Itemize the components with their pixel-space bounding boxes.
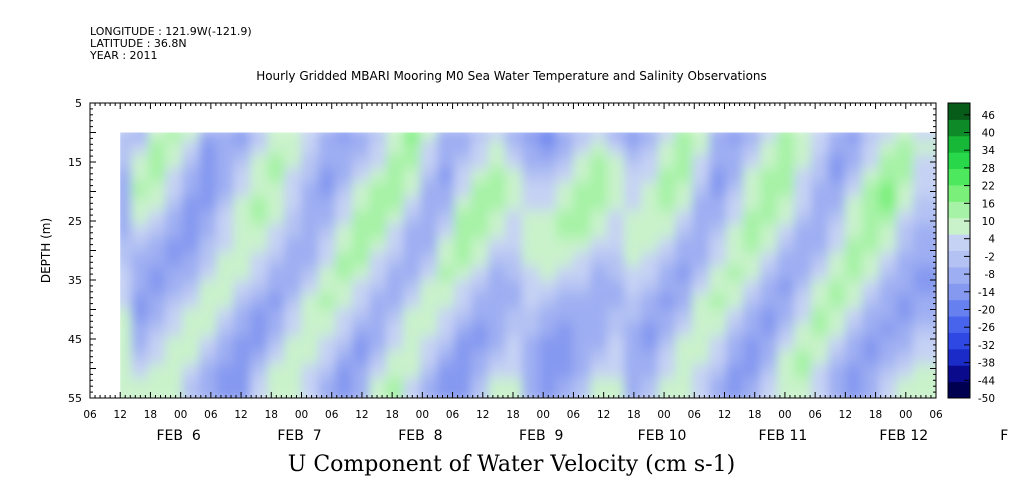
colorbar-swatch — [948, 201, 970, 219]
colorbar-swatch — [948, 250, 970, 268]
colorbar-swatch — [948, 348, 970, 366]
longitude-label: LONGITUDE : 121.9W(-121.9) — [90, 25, 252, 38]
heatmap-cells — [120, 132, 936, 398]
colorbar-swatch — [948, 266, 970, 284]
x-hour-tick-label: 12 — [839, 409, 852, 421]
y-tick-label: 25 — [68, 215, 82, 228]
x-hour-tick-label: 18 — [265, 409, 278, 421]
colorbar-swatch — [948, 365, 970, 383]
y-tick-label: 45 — [68, 333, 82, 346]
colorbar-tick-label: 28 — [982, 163, 995, 175]
x-hour-tick-label: 06 — [688, 409, 702, 421]
x-hour-tick-label: 00 — [174, 409, 187, 421]
colorbar-tick-label: 4 — [988, 234, 995, 246]
colorbar-swatch — [948, 332, 970, 350]
colorbar-swatch — [948, 316, 970, 333]
x-hour-tick-label: 06 — [204, 409, 218, 421]
colorbar-swatch — [948, 184, 970, 202]
chart-title: Hourly Gridded MBARI Mooring M0 Sea Wate… — [256, 69, 767, 83]
x-hour-tick-label: 18 — [869, 409, 882, 421]
y-tick-label: 35 — [68, 274, 82, 287]
x-date-label: FEB 12 — [879, 428, 928, 444]
colorbar-swatch — [948, 152, 970, 170]
colorbar-tick-label: -32 — [978, 340, 995, 352]
x-hour-tick-label: 06 — [83, 409, 97, 421]
x-hour-tick-label: 00 — [295, 409, 308, 421]
colorbar-swatch — [948, 381, 970, 399]
x-hour-tick-label: 12 — [476, 409, 489, 421]
colorbar: 46 40 34 28 22 16 10 4 -2 -8 -14 -20 -26 -32 -38 -44 -50 — [947, 102, 996, 405]
x-hour-tick-label: 00 — [416, 409, 429, 421]
colorbar-tick-label: -44 — [978, 375, 995, 387]
colorbar-swatch — [948, 103, 970, 120]
year-label: YEAR : 2011 — [90, 49, 158, 62]
y-tick-label: 5 — [75, 97, 82, 110]
x-hour-tick-label: 06 — [567, 409, 581, 421]
x-hour-tick-label: 06 — [325, 409, 339, 421]
colorbar-swatch — [948, 135, 970, 153]
x-hour-tick-label: 18 — [506, 409, 519, 421]
colorbar-tick-label: 22 — [982, 181, 995, 193]
x-hour-tick-label: 18 — [627, 409, 640, 421]
colorbar-tick-label: -14 — [978, 287, 995, 299]
colorbar-tick-label: -20 — [978, 305, 995, 317]
axis-ticks: 06 12 18 00 06 12 18 00 06 12 18 00 06 12 18 00 06 12 18 00… — [68, 97, 1009, 444]
x-hour-tick-label: 18 — [144, 409, 157, 421]
x-hour-tick-label: 00 — [899, 409, 912, 421]
x-hour-tick-label: 12 — [718, 409, 731, 421]
y-tick-label: 55 — [68, 392, 82, 405]
colorbar-tick-label: -8 — [985, 269, 995, 281]
x-hour-tick-label: 12 — [355, 409, 368, 421]
colorbar-tick-label: 46 — [982, 110, 996, 122]
x-hour-tick-label: 00 — [778, 409, 791, 421]
colorbar-tick-label: 16 — [982, 198, 996, 210]
x-hour-tick-label: 00 — [657, 409, 670, 421]
colorbar-tick-label: -38 — [978, 358, 995, 370]
colorbar-tick-label: -26 — [978, 322, 995, 334]
x-hour-tick-label: 18 — [385, 409, 398, 421]
latitude-label: LATITUDE : 36.8N — [90, 37, 187, 50]
x-hour-tick-label: 18 — [748, 409, 761, 421]
colorbar-swatch — [948, 299, 970, 317]
heatmap-cell — [913, 378, 936, 398]
x-axis-label: U Component of Water Velocity (cm s-1) — [287, 452, 736, 477]
x-hour-tick-label: 12 — [234, 409, 247, 421]
x-hour-tick-label: 06 — [929, 409, 943, 421]
x-date-label: FEB 9 — [519, 428, 563, 444]
x-hour-tick-label: 00 — [537, 409, 550, 421]
colorbar-swatch — [948, 283, 970, 301]
x-date-label: FEB 13 — [1000, 428, 1009, 444]
colorbar-tick-label: -2 — [985, 251, 995, 263]
velocity-heatmap-chart: 06 12 18 00 06 12 18 00 06 12 18 00 06 12 18 00 06 12 18 00… — [39, 97, 1009, 444]
colorbar-swatch — [948, 119, 970, 137]
y-tick-label: 15 — [68, 156, 82, 169]
colorbar-swatch — [948, 168, 970, 186]
x-date-label: FEB 10 — [638, 428, 687, 444]
x-hour-tick-label: 12 — [597, 409, 610, 421]
colorbar-swatch — [948, 234, 970, 251]
colorbar-tick-label: 10 — [982, 216, 995, 228]
x-date-label: FEB 8 — [398, 428, 442, 444]
colorbar-tick-label: -50 — [978, 393, 995, 405]
x-date-label: FEB 11 — [759, 428, 808, 444]
colorbar-tick-label: 40 — [982, 128, 995, 140]
x-date-label: FEB 6 — [156, 428, 200, 444]
colorbar-tick-label: 34 — [982, 145, 996, 157]
x-hour-tick-label: 12 — [114, 409, 127, 421]
x-hour-tick-label: 06 — [446, 409, 460, 421]
y-axis-label: DEPTH (m) — [39, 218, 53, 283]
x-date-label: FEB 7 — [277, 428, 321, 444]
x-hour-tick-label: 06 — [808, 409, 822, 421]
colorbar-swatch — [948, 217, 970, 235]
